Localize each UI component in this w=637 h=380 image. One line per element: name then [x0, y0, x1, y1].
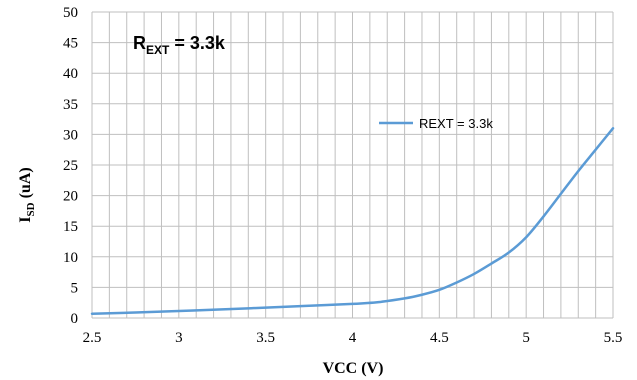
- chart-annotation: REXT = 3.3k: [133, 33, 226, 57]
- x-axis-ticks: 2.5 3 3.5 4 4.5 5 5.5: [83, 330, 623, 346]
- series-layer: [90, 127, 615, 315]
- y-tick-label: 15: [63, 219, 78, 235]
- y-tick-label: 5: [71, 280, 79, 296]
- x-axis-title: VCC (V): [323, 360, 384, 377]
- x-tick-label: 3.5: [256, 330, 275, 346]
- series-line: [90, 127, 615, 315]
- x-tick-label: 4: [349, 330, 357, 346]
- x-tick-label: 4.5: [430, 330, 449, 346]
- grid: [91, 11, 614, 319]
- legend: REXT = 3.3k: [379, 116, 493, 131]
- y-tick-label: 10: [63, 250, 78, 266]
- y-tick-label: 40: [63, 66, 78, 82]
- y-tick-label: 0: [71, 311, 79, 327]
- legend-label: REXT = 3.3k: [419, 116, 493, 131]
- x-tick-label: 5: [522, 330, 530, 346]
- y-tick-label: 20: [63, 189, 78, 205]
- y-tick-label: 45: [63, 36, 78, 52]
- x-tick-label: 3: [175, 330, 183, 346]
- y-tick-label: 25: [63, 158, 78, 174]
- y-axis-ticks: 0 5 10 15 20 25 30 35 40 45 50: [63, 5, 78, 327]
- y-tick-label: 50: [63, 5, 78, 21]
- x-tick-label: 2.5: [83, 330, 102, 346]
- y-axis-title: ISD (uA): [17, 167, 37, 222]
- y-tick-label: 30: [63, 127, 78, 143]
- x-tick-label: 5.5: [604, 330, 623, 346]
- y-tick-label: 35: [63, 97, 78, 113]
